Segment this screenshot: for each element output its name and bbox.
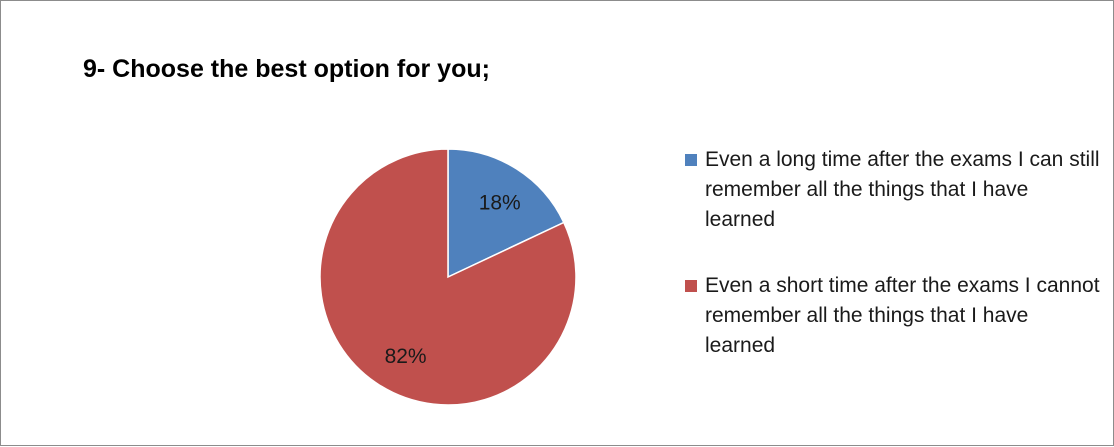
legend-swatch-short-time bbox=[685, 280, 697, 292]
legend: Even a long time after the exams I can s… bbox=[683, 145, 1103, 397]
pie-slice-long-time bbox=[447, 148, 565, 279]
chart-title: 9- Choose the best option for you; bbox=[83, 55, 490, 83]
data-label-short-time: 82% bbox=[385, 345, 427, 368]
legend-item-long-time: Even a long time after the exams I can s… bbox=[683, 145, 1103, 235]
pie-slice-short-time bbox=[319, 148, 577, 406]
legend-swatch-long-time bbox=[685, 154, 697, 166]
data-label-long-time: 18% bbox=[479, 191, 521, 214]
legend-label-long-time: Even a long time after the exams I can s… bbox=[705, 148, 1100, 231]
pie-slices bbox=[319, 148, 577, 406]
pie-labels: 18% 82% bbox=[385, 191, 521, 368]
legend-label-short-time: Even a short time after the exams I cann… bbox=[705, 274, 1100, 357]
legend-item-short-time: Even a short time after the exams I cann… bbox=[683, 271, 1103, 361]
